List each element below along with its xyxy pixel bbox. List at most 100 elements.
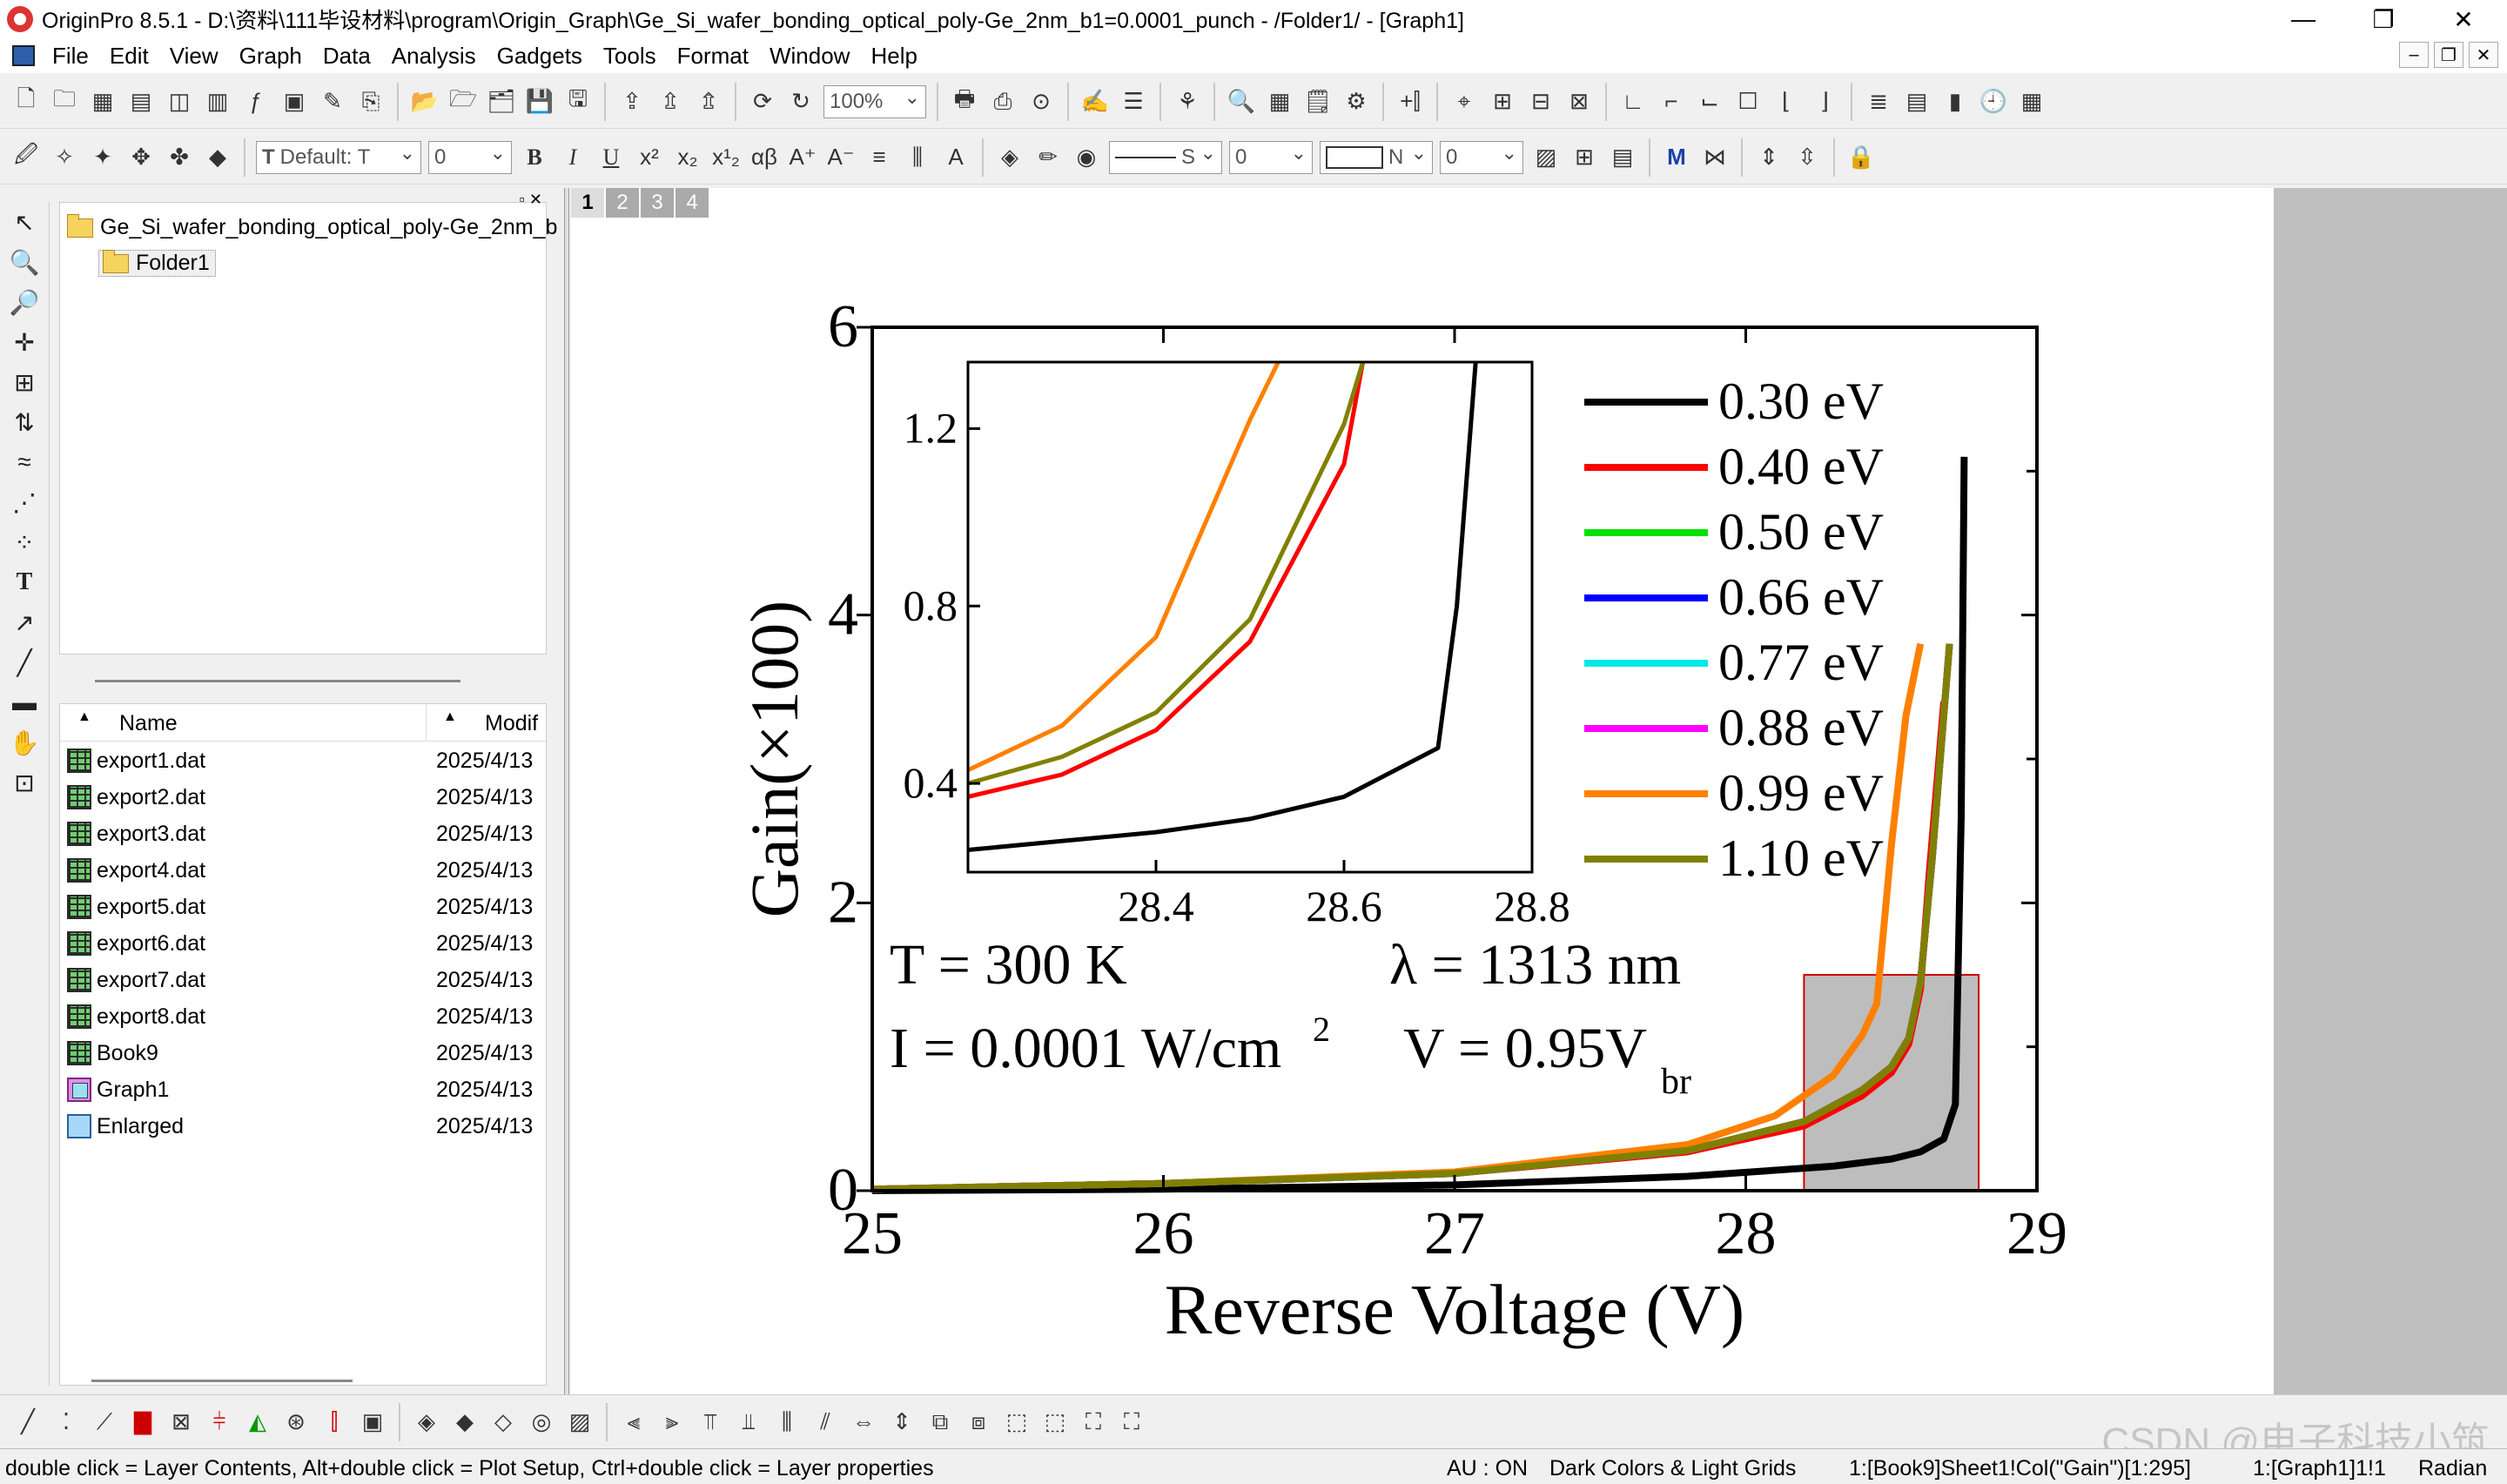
col-name-header[interactable]: Name: [119, 711, 178, 735]
list-item[interactable]: export1.dat 2025/4/13: [60, 742, 546, 779]
copy-page-icon[interactable]: ⎙: [993, 87, 1012, 114]
line-plot-icon[interactable]: ╱: [21, 1408, 35, 1434]
resize-icon[interactable]: ⛶: [1085, 1407, 1102, 1434]
bring-front-icon[interactable]: ⧉: [931, 1407, 949, 1434]
multi-panel-icon[interactable]: ⊠: [171, 1408, 191, 1434]
text-tool-icon[interactable]: T: [16, 568, 33, 595]
font-color-icon[interactable]: A: [948, 144, 964, 170]
font-size-combo[interactable]: 0: [428, 140, 512, 174]
list-scrollbar[interactable]: [91, 1380, 353, 1382]
3d-contour-icon[interactable]: ◎: [531, 1408, 552, 1434]
rectangle-tool-icon[interactable]: ▬: [12, 688, 37, 715]
new-excel-icon[interactable]: ▤: [130, 88, 152, 114]
mdi-restore-button[interactable]: ❐: [2434, 42, 2463, 68]
import-multiple-icon[interactable]: ⇫: [661, 88, 680, 114]
list-item[interactable]: Graph1 2025/4/13: [60, 1071, 546, 1108]
new-workbook-icon[interactable]: ▦: [91, 88, 114, 114]
new-matrix-icon[interactable]: ▥: [206, 88, 229, 114]
status-theme[interactable]: Dark Colors & Light Grids: [1549, 1456, 1797, 1481]
status-active-data[interactable]: 1:[Book9]Sheet1!Col("Gain")[1:295]: [1849, 1456, 2191, 1481]
restore-button[interactable]: ❐: [2372, 5, 2395, 33]
axis-bottom-left-icon[interactable]: ∟: [1622, 88, 1644, 114]
greek-button[interactable]: αβ: [751, 144, 777, 170]
hide-tool-icon[interactable]: ◆: [209, 144, 226, 170]
recalculate-icon[interactable]: ⟳: [753, 88, 772, 114]
draw-data-icon[interactable]: ⁘: [14, 528, 35, 556]
menu-help[interactable]: Help: [870, 42, 917, 69]
increase-font-icon[interactable]: A⁺: [789, 144, 817, 170]
command-window-icon[interactable]: ☰: [1123, 88, 1144, 114]
merge-icon[interactable]: M: [1667, 144, 1686, 170]
zoom-combo[interactable]: 100%: [823, 84, 926, 118]
print-icon[interactable]: 🖶: [953, 84, 976, 111]
status-au[interactable]: AU : ON: [1447, 1456, 1529, 1481]
graph-page[interactable]: 25 26 27 28 29 0 2 4 6 Reverse Voltage (V) Gain(×1…: [571, 188, 2274, 1394]
new-notes-icon[interactable]: ✎: [323, 88, 342, 114]
bold-button[interactable]: B: [527, 144, 542, 170]
grid-icon[interactable]: ⊞: [1575, 144, 1594, 170]
mdi-child-icon[interactable]: [12, 45, 35, 66]
area-plot-icon[interactable]: ◭: [249, 1408, 266, 1434]
menu-graph[interactable]: Graph: [239, 42, 302, 69]
menu-analysis[interactable]: Analysis: [391, 42, 476, 69]
line-style-combo[interactable]: S: [1109, 140, 1222, 174]
list-item[interactable]: Enlarged 2025/4/13: [60, 1108, 546, 1145]
scale-in-icon[interactable]: ≈: [17, 448, 31, 475]
recalculate-auto-icon[interactable]: ↻: [791, 88, 810, 114]
supersubscript-icon[interactable]: x¹₂: [712, 144, 740, 170]
arrow-tool-icon[interactable]: ↗: [14, 608, 35, 636]
group-icon[interactable]: ⬚: [1005, 1408, 1028, 1434]
data-selector-icon[interactable]: ⇅: [14, 408, 35, 436]
3d-image-icon[interactable]: ▨: [568, 1408, 591, 1434]
menu-gadgets[interactable]: Gadgets: [496, 42, 582, 69]
fill-color-icon[interactable]: ◈: [1001, 144, 1018, 170]
open-template-icon[interactable]: 🗁: [448, 84, 478, 111]
menu-window[interactable]: Window: [769, 42, 850, 69]
decrease-font-icon[interactable]: A⁻: [827, 144, 855, 170]
mdi-minimize-button[interactable]: –: [2399, 42, 2429, 68]
3d-wire-icon[interactable]: ◇: [494, 1408, 512, 1434]
hand-tool-icon[interactable]: ✋: [9, 729, 40, 756]
gain-chart[interactable]: 25 26 27 28 29 0 2 4 6 Reverse Voltage (V) Gain(×1…: [571, 188, 2274, 1394]
results-log-icon[interactable]: 🔍: [1227, 88, 1256, 114]
new-folder-icon[interactable]: 🗀: [52, 84, 76, 111]
save-template-icon[interactable]: 🖫: [568, 84, 588, 111]
list-item[interactable]: export7.dat 2025/4/13: [60, 962, 546, 998]
subscript-icon[interactable]: x₂: [677, 144, 698, 170]
tree-folder1[interactable]: Folder1: [98, 249, 216, 277]
list-item[interactable]: export8.dat 2025/4/13: [60, 998, 546, 1035]
pe-pin-icon[interactable]: ▫ ✕: [519, 191, 542, 208]
pe-scrollbar[interactable]: [95, 680, 460, 682]
plot-tool-icon[interactable]: 🖉: [14, 140, 38, 167]
superscript-icon[interactable]: x²: [640, 144, 659, 170]
import-wizard-icon[interactable]: ⇬: [699, 88, 718, 114]
column-align-icon[interactable]: ⫼: [912, 143, 923, 170]
line-tool-icon[interactable]: ╱: [17, 648, 32, 676]
axis-double-icon[interactable]: ⌋: [1819, 88, 1830, 114]
axis-box-icon[interactable]: ☐: [1737, 88, 1758, 114]
lock-icon[interactable]: 🔒: [1846, 144, 1876, 170]
unmerge-icon[interactable]: ⋈: [1704, 144, 1726, 170]
notes-icon[interactable]: 🗒: [1303, 88, 1333, 114]
distribute-vertical-icon[interactable]: ⇕: [1759, 144, 1778, 170]
close-button[interactable]: ✕: [2453, 5, 2474, 33]
pattern-color-icon[interactable]: ◉: [1076, 144, 1097, 170]
new-graph-icon[interactable]: ◫: [168, 88, 191, 114]
list-item[interactable]: export4.dat 2025/4/13: [60, 852, 546, 889]
project-explorer-icon[interactable]: ⚘: [1177, 88, 1198, 114]
fit-icon[interactable]: ⛶: [1123, 1407, 1140, 1434]
align-icon[interactable]: ≡: [872, 144, 886, 170]
save-project-icon[interactable]: 💾: [525, 88, 554, 114]
menu-tools[interactable]: Tools: [602, 42, 656, 69]
menu-data[interactable]: Data: [322, 42, 371, 69]
new-layout-icon[interactable]: ▣: [283, 88, 306, 114]
layer-tab-4[interactable]: 4: [675, 188, 709, 218]
unmask-tool-icon[interactable]: ✥: [131, 144, 151, 170]
3d-bar-icon[interactable]: ◆: [456, 1408, 474, 1434]
axis-right-icon[interactable]: ⌙: [1700, 88, 1719, 114]
layer-tab-2[interactable]: 2: [606, 188, 639, 218]
font-combo[interactable]: T Default: T: [256, 140, 421, 174]
layer-1-icon[interactable]: ⊞: [1493, 88, 1512, 114]
line-width-combo[interactable]: 0: [1229, 140, 1313, 174]
border-icon[interactable]: ▤: [1611, 144, 1634, 170]
